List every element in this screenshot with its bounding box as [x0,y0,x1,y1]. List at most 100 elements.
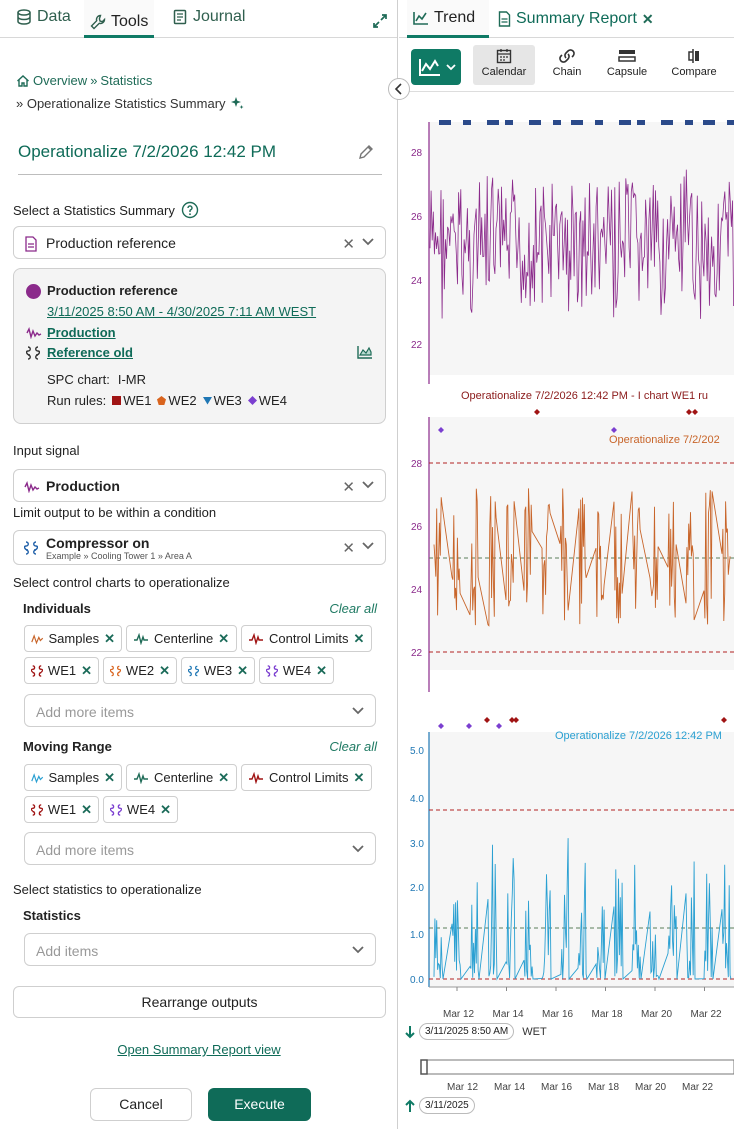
signal-icon [24,481,40,493]
run-rule-we3-label: WE3 [213,393,242,408]
remove-icon[interactable]: ✕ [160,801,171,817]
close-icon[interactable]: ✕ [641,10,654,27]
x-tick-label: Mar 12 [443,1009,475,1020]
chevron-down-icon[interactable] [361,237,375,247]
run-rule-marker [611,427,617,433]
execute-button[interactable]: Execute [208,1088,311,1121]
remove-icon[interactable]: ✕ [353,769,365,785]
cancel-button[interactable]: Cancel [90,1088,192,1121]
lane2-tick-label: 26 [411,522,423,533]
chain-icon [559,49,575,63]
clear-icon[interactable]: ✕ [342,479,355,496]
navigator-strip[interactable]: Mar 12 Mar 14 Mar 16 Mar 18 Mar 20 Mar 22 [399,1055,734,1100]
individuals-clear-all[interactable]: Clear all [329,601,377,616]
summary-range-link[interactable]: 3/11/2025 8:50 AM - 4/30/2025 7:11 AM WE… [47,304,317,319]
chevron-down-icon[interactable] [361,541,375,551]
breadcrumb-statistics[interactable]: Statistics [100,73,153,88]
capsule-bar [685,120,693,125]
sparkle-icon[interactable] [229,95,245,111]
tab-summary-report[interactable]: Summary Report ✕ [498,0,654,38]
condition-select[interactable]: Compressor on Example » Cooling Tower 1 … [13,530,386,565]
moving-range-clear-all[interactable]: Clear all [329,739,377,754]
clear-icon[interactable]: ✕ [342,540,355,557]
navigator-handle[interactable] [420,1059,428,1075]
tab-tools[interactable]: Tools [84,0,155,38]
control-charts-label: Select control charts to operationalize [13,575,230,590]
chevron-down-icon[interactable] [351,844,365,854]
capsule-bar [463,120,471,125]
tab-trend[interactable]: Trend [407,0,489,38]
remove-icon[interactable]: ✕ [81,801,92,817]
tab-journal[interactable]: Journal [172,8,245,26]
statistics-add-items[interactable]: Add items [24,933,376,966]
compare-icon [688,49,699,63]
remove-icon[interactable]: ✕ [159,662,170,678]
remove-icon[interactable]: ✕ [218,769,230,785]
rearrange-outputs-button[interactable]: Rearrange outputs [13,986,386,1018]
summary-select[interactable]: Production reference ✕ [13,226,386,259]
help-icon[interactable] [181,201,199,219]
expand-icon[interactable] [371,12,389,30]
breadcrumb-overview[interactable]: Overview [33,73,88,88]
trend-chart[interactable]: Operationalize 7/2/2026 12:42 PM - I cha… [399,92,734,1129]
chip-label: Control Limits [269,631,349,646]
chip-label: WE4 [126,802,156,817]
input-signal-select[interactable]: Production ✕ [13,469,386,502]
remove-icon[interactable]: ✕ [316,662,327,678]
pencil-icon[interactable] [358,144,374,160]
chip-mr-samples: Samples ✕ [24,764,122,791]
spc-value: I-MR [117,372,147,387]
chevron-down-icon[interactable] [351,706,365,716]
individuals-add-placeholder: Add more items [36,704,135,720]
start-time-value[interactable]: 3/11/2025 8:50 AM [419,1023,515,1040]
remove-icon[interactable]: ✕ [104,630,115,646]
arrow-up-icon[interactable] [405,1099,415,1113]
remove-icon[interactable]: ✕ [218,630,230,646]
square-marker-icon [112,396,122,405]
navigator-range[interactable] [420,1059,734,1075]
calendar-button[interactable]: Calendar [473,45,535,85]
capsule-bar [637,120,645,125]
compare-label: Compare [671,66,717,78]
signal-icon [26,327,42,339]
chain-button[interactable]: Chain [536,45,598,85]
summary-signal-link[interactable]: Production [47,325,116,340]
capsule-button[interactable]: Capsule [596,45,658,85]
nav-start-value[interactable]: 3/11/2025 [419,1097,475,1114]
lane1-tick-label: 22 [411,340,423,351]
remove-icon[interactable]: ✕ [104,769,115,785]
statistics-section-label: Select statistics to operationalize [13,882,202,897]
run-rule-marker [509,717,515,723]
capsule-label: Capsule [606,66,648,78]
run-rule-marker [721,717,727,723]
tools-panel: Data Tools Journal Overview » Statistics… [0,0,398,1129]
tab-data[interactable]: Data [16,8,71,26]
collapse-panel-button[interactable] [388,78,410,100]
limit-condition-label: Limit output to be within a condition [13,505,217,520]
chip-mr-control-limits: Control Limits ✕ [241,764,372,791]
run-rule-marker [484,717,490,723]
moving-range-title: Moving Range [23,739,112,754]
arrow-down-icon[interactable] [405,1025,415,1039]
capsule-bar [529,120,541,125]
clear-icon[interactable]: ✕ [342,236,355,253]
summary-select-value: Production reference [46,235,176,251]
remove-icon[interactable]: ✕ [353,630,365,646]
compare-button[interactable]: Compare [663,45,725,85]
spc-label: SPC chart: [47,372,110,387]
open-summary-report-link[interactable]: Open Summary Report view [117,1042,281,1057]
breadcrumb-current-row: » Operationalize Statistics Summary [16,95,245,111]
moving-range-add-items[interactable]: Add more items [24,832,376,865]
summary-condition-link[interactable]: Reference old [47,345,133,360]
trend-view-icon[interactable] [357,345,373,359]
run-rule-we4: WE4 [247,393,287,408]
remove-icon[interactable]: ✕ [81,662,92,678]
chevron-down-icon[interactable] [361,480,375,490]
lane2-title: Operationalize 7/2/2026 12:42 PM - I cha… [461,390,708,402]
individuals-add-items[interactable]: Add more items [24,694,376,727]
trend-type-button[interactable] [411,49,461,85]
navigator-tick-label: Mar 18 [588,1082,620,1093]
remove-icon[interactable]: ✕ [237,662,248,678]
left-tab-bar: Data Tools Journal [0,0,397,38]
chevron-down-icon[interactable] [351,945,365,955]
